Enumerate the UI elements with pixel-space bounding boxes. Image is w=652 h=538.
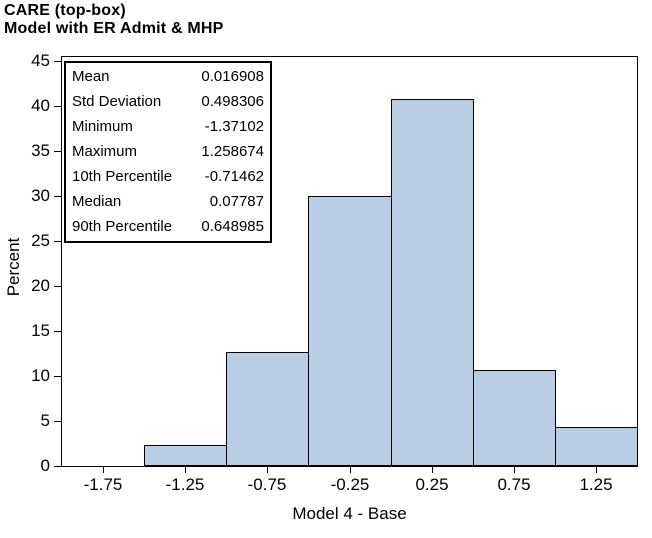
x-tick — [596, 466, 597, 473]
stats-label: 10th Percentile — [72, 168, 173, 186]
y-tick — [54, 61, 61, 62]
y-tick-label: 10 — [31, 366, 50, 385]
stats-value: -1.37102 — [204, 117, 264, 135]
y-tick — [54, 466, 61, 467]
y-tick — [54, 286, 61, 287]
y-tick-label: 15 — [31, 321, 50, 340]
x-tick — [432, 466, 433, 473]
stats-row: Median 0.07787 — [72, 190, 264, 214]
y-axis-label: Percent — [4, 237, 23, 297]
x-tick-label: -0.25 — [330, 475, 370, 494]
stats-row: Maximum 1.258674 — [72, 140, 264, 164]
x-tick-label: -1.75 — [83, 475, 123, 494]
y-tick — [54, 151, 61, 152]
y-tick-label: 5 — [40, 411, 50, 430]
x-tick — [267, 466, 268, 473]
stats-value: 0.648985 — [201, 218, 264, 236]
chart-title-line1: CARE (top-box) — [4, 2, 126, 19]
y-tick-label: 30 — [31, 186, 50, 205]
stats-row: 90th Percentile 0.648985 — [72, 215, 264, 239]
histogram-bar — [308, 196, 392, 466]
x-tick — [103, 466, 104, 473]
histogram-bar — [144, 445, 227, 466]
y-tick-label: 0 — [40, 456, 50, 475]
y-tick — [54, 106, 61, 107]
y-tick — [54, 331, 61, 332]
y-tick-label: 25 — [31, 231, 50, 250]
chart-title-line2: Model with ER Admit & MHP — [4, 20, 224, 37]
stats-value: 0.07787 — [209, 193, 264, 211]
x-tick-label: -1.25 — [165, 475, 205, 494]
stats-label: 90th Percentile — [72, 218, 173, 236]
x-axis-label: Model 4 - Base — [292, 504, 407, 523]
y-tick-label: 45 — [31, 51, 50, 70]
histogram-bar — [226, 352, 309, 466]
x-tick — [514, 466, 515, 473]
stats-row: Minimum -1.37102 — [72, 115, 264, 139]
x-tick — [185, 466, 186, 473]
stats-label: Median — [72, 193, 122, 211]
stats-value: 0.016908 — [201, 67, 264, 85]
stats-row: Std Deviation 0.498306 — [72, 90, 264, 114]
stats-value: -0.71462 — [204, 168, 264, 186]
stats-label: Mean — [72, 67, 110, 85]
chart-title-block: CARE (top-box) Model with ER Admit & MHP — [4, 2, 224, 38]
y-tick — [54, 421, 61, 422]
x-tick-label: 0.25 — [415, 475, 449, 494]
y-tick-label: 40 — [31, 96, 50, 115]
stats-row: 10th Percentile -0.71462 — [72, 165, 264, 189]
y-tick — [54, 376, 61, 377]
histogram-bar — [473, 370, 556, 466]
stats-value: 0.498306 — [201, 92, 264, 110]
y-tick — [54, 196, 61, 197]
histogram-bar — [555, 427, 638, 466]
stats-label: Minimum — [72, 117, 133, 135]
x-tick — [350, 466, 351, 473]
y-tick-label: 20 — [31, 276, 50, 295]
stats-label: Std Deviation — [72, 92, 162, 110]
stats-label: Maximum — [72, 142, 138, 160]
x-tick-label: 1.25 — [579, 475, 613, 494]
x-tick-label: -0.75 — [247, 475, 287, 494]
y-tick-label: 35 — [31, 141, 50, 160]
plot-area: Mean 0.016908 Std Deviation 0.498306 Minimum… — [31, 52, 638, 494]
stats-box: Mean 0.016908 Std Deviation 0.498306 Minimum… — [64, 61, 272, 243]
histogram-bar — [391, 99, 474, 466]
stats-row: Mean 0.016908 — [72, 65, 264, 89]
x-tick-label: 0.75 — [497, 475, 531, 494]
y-tick — [54, 241, 61, 242]
stats-value: 1.258674 — [201, 142, 264, 160]
